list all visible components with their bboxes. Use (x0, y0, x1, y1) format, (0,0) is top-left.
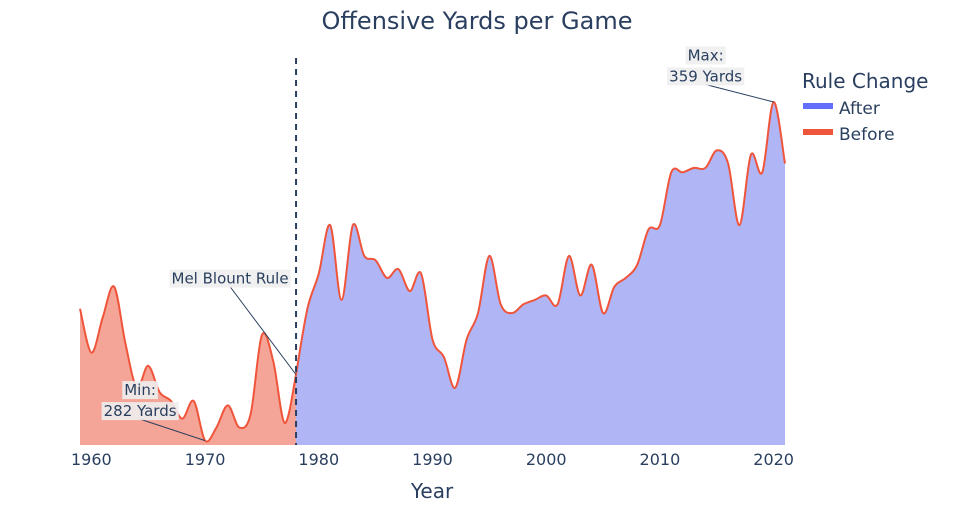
max-annotation-text: 359 Yards (669, 67, 742, 85)
legend-label-before: Before (839, 125, 895, 145)
max-annotation-text: Max: (688, 46, 724, 64)
min-annotation-arrow (139, 418, 206, 442)
line-after (295, 100, 786, 389)
legend-title: Rule Change (802, 69, 928, 93)
min-annotation-bg (101, 402, 179, 421)
legend-swatch-after (803, 103, 833, 109)
min-annotation: Min: 282 Yards (101, 381, 206, 442)
x-axis-ticks: 1960 1970 1980 1990 2000 2010 2020 (71, 450, 794, 469)
min-annotation-bg (122, 381, 158, 400)
max-annotation-bg (667, 67, 745, 86)
min-annotation-text: 282 Yards (104, 402, 177, 420)
legend: Rule Change After Before (802, 69, 928, 145)
x-tick-label: 2020 (753, 450, 794, 469)
max-annotation-bg (685, 46, 726, 65)
max-annotation: Max: 359 Yards (667, 46, 774, 103)
line-before (79, 285, 297, 443)
rule-annotation-text: Mel Blount Rule (172, 270, 289, 288)
annotations: Max: 359 Yards Min: 282 Yards Mel Blount Rul… (101, 46, 774, 442)
area-before (80, 286, 296, 445)
x-axis-title: Year (410, 479, 454, 503)
x-tick-label: 1990 (412, 450, 453, 469)
x-tick-label: 1970 (185, 450, 226, 469)
rule-annotation: Mel Blount Rule (169, 269, 297, 375)
rule-annotation-arrow (229, 286, 297, 375)
area-after (296, 101, 785, 446)
plot-area (79, 58, 786, 446)
legend-swatch-before (803, 129, 833, 135)
x-tick-label: 1980 (298, 450, 339, 469)
legend-label-after: After (839, 99, 880, 119)
legend-item-after[interactable]: After (803, 99, 880, 119)
min-annotation-text: Min: (124, 381, 156, 399)
x-tick-label: 1960 (71, 450, 112, 469)
x-tick-label: 2010 (640, 450, 681, 469)
chart-title: Offensive Yards per Game (322, 7, 633, 35)
x-tick-label: 2000 (526, 450, 567, 469)
legend-item-before[interactable]: Before (803, 125, 895, 145)
max-annotation-arrow (705, 83, 774, 103)
rule-annotation-bg (169, 269, 291, 288)
